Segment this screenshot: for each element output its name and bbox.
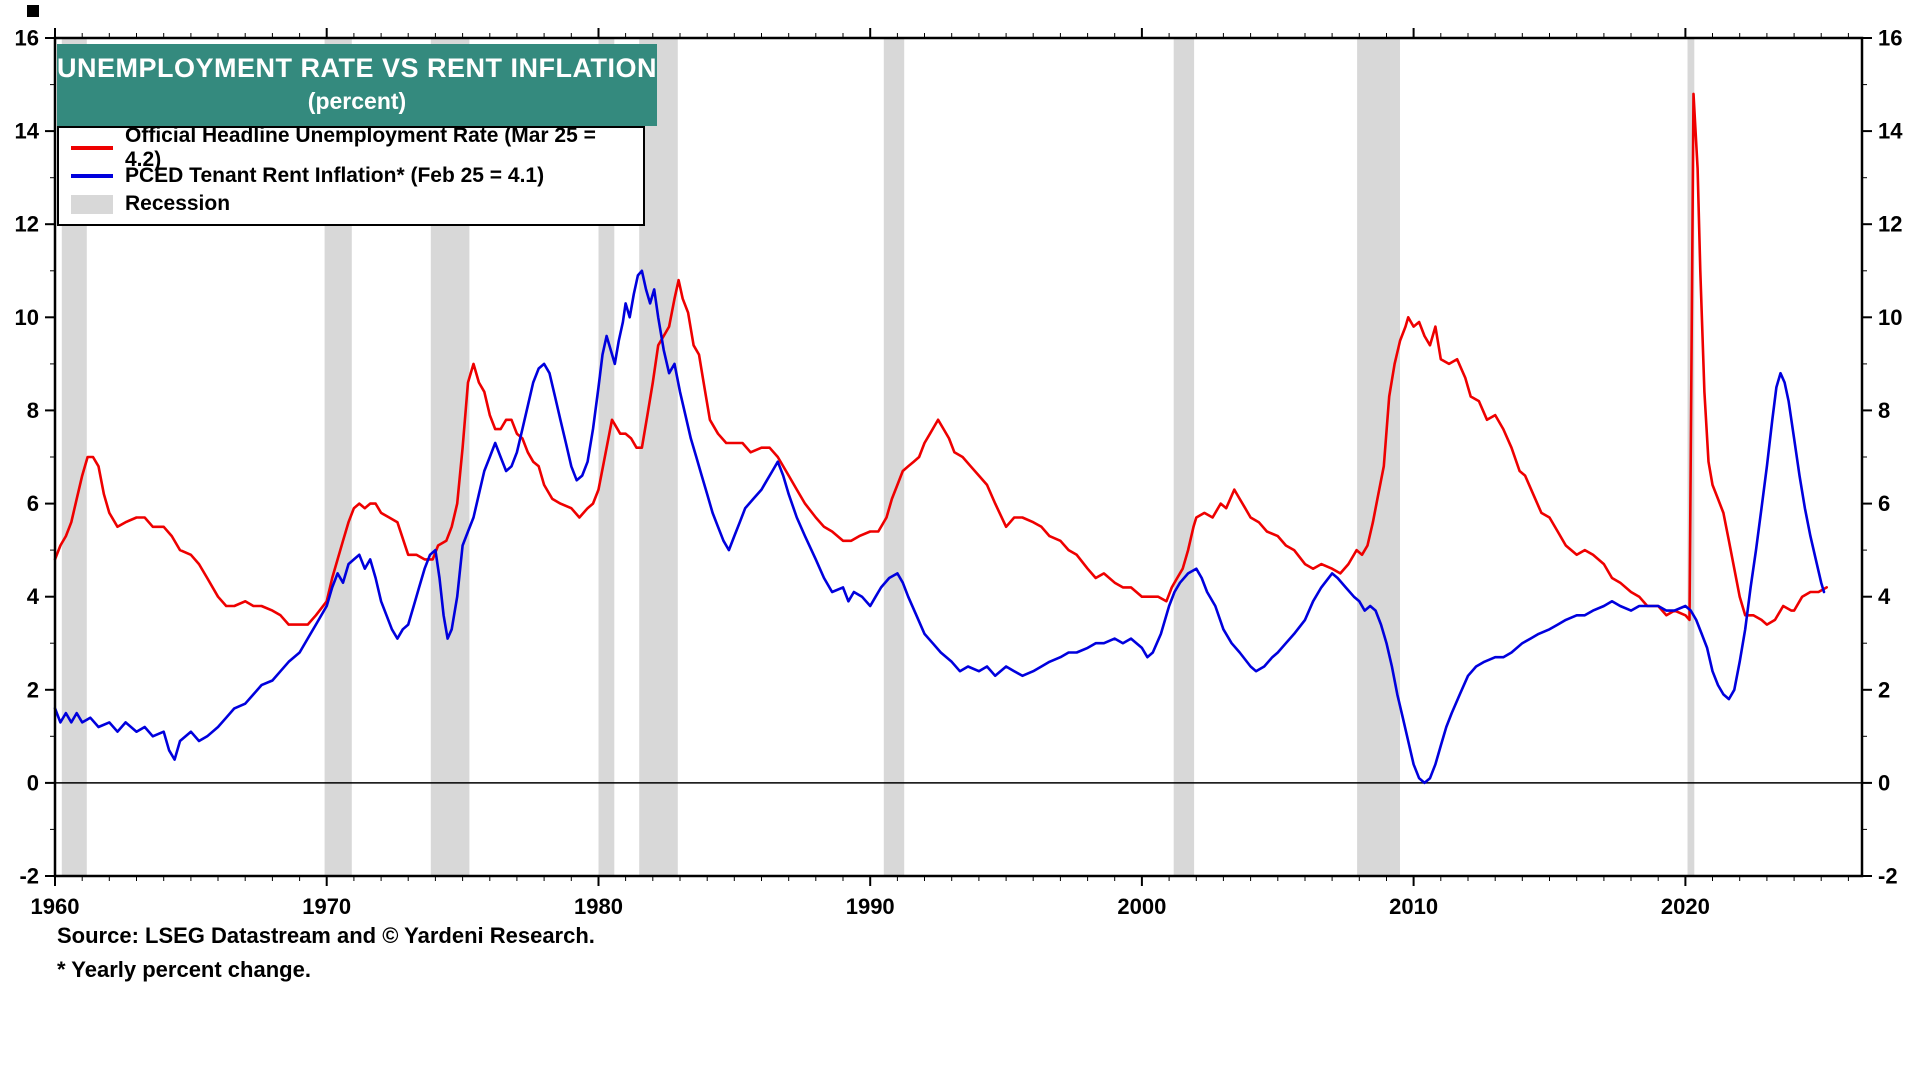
- svg-text:14: 14: [15, 119, 40, 144]
- legend-item-rent: PCED Tenant Rent Inflation* (Feb 25 = 4.…: [71, 162, 631, 190]
- recession-swatch: [71, 194, 113, 214]
- svg-text:16: 16: [1878, 26, 1902, 51]
- chart-title: UNEMPLOYMENT RATE VS RENT INFLATION: [57, 53, 657, 83]
- svg-text:2000: 2000: [1117, 894, 1166, 919]
- svg-text:14: 14: [1878, 119, 1903, 144]
- legend-label-unemployment: Official Headline Unemployment Rate (Mar…: [125, 124, 596, 171]
- legend-label-recession: Recession: [125, 192, 231, 215]
- svg-text:0: 0: [1878, 770, 1890, 795]
- svg-text:1980: 1980: [574, 894, 623, 919]
- rent-line-swatch: [71, 174, 113, 178]
- chart-subtitle: (percent): [307, 88, 407, 114]
- svg-text:4: 4: [1878, 584, 1891, 609]
- svg-text:2010: 2010: [1389, 894, 1438, 919]
- corner-mark-icon: [27, 5, 39, 17]
- legend: Official Headline Unemployment Rate (Mar…: [57, 124, 645, 226]
- svg-text:12: 12: [1878, 212, 1902, 237]
- svg-text:6: 6: [1878, 491, 1890, 516]
- svg-text:1990: 1990: [846, 894, 895, 919]
- svg-text:2: 2: [27, 677, 39, 702]
- svg-text:10: 10: [1878, 305, 1902, 330]
- svg-text:4: 4: [27, 584, 40, 609]
- legend-item-unemployment: Official Headline Unemployment Rate (Mar…: [71, 124, 631, 171]
- svg-text:16: 16: [15, 26, 39, 51]
- svg-text:2020: 2020: [1661, 894, 1710, 919]
- legend-label-rent: PCED Tenant Rent Inflation* (Feb 25 = 4.…: [125, 164, 545, 187]
- source-text: Source: LSEG Datastream and © Yardeni Re…: [57, 923, 595, 948]
- svg-text:-2: -2: [19, 864, 39, 889]
- svg-text:6: 6: [27, 491, 39, 516]
- svg-text:1970: 1970: [302, 894, 351, 919]
- chart-title-box: UNEMPLOYMENT RATE VS RENT INFLATION (per…: [57, 44, 657, 126]
- svg-text:12: 12: [15, 212, 39, 237]
- svg-text:-2: -2: [1878, 864, 1898, 889]
- svg-text:2: 2: [1878, 677, 1890, 702]
- unemployment-line-swatch: [71, 146, 113, 150]
- svg-text:8: 8: [27, 398, 39, 423]
- svg-text:1960: 1960: [31, 894, 80, 919]
- svg-text:0: 0: [27, 770, 39, 795]
- svg-text:8: 8: [1878, 398, 1890, 423]
- footnote-text: * Yearly percent change.: [57, 957, 311, 982]
- svg-text:10: 10: [15, 305, 39, 330]
- legend-item-recession: Recession: [71, 190, 631, 218]
